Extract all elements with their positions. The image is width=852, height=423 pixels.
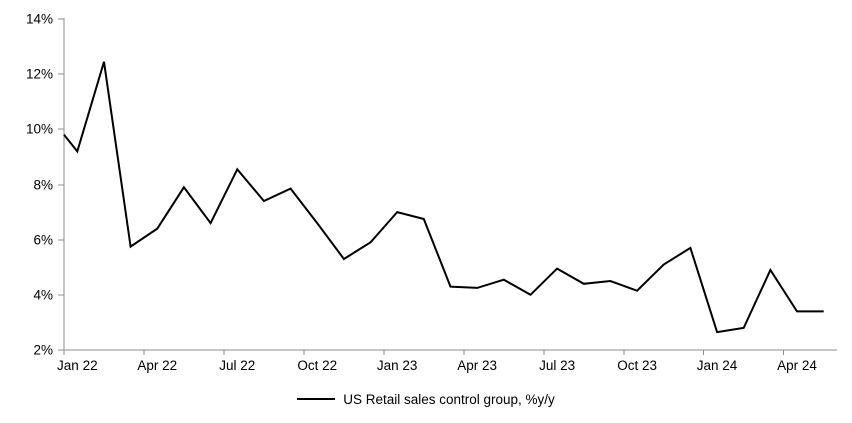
y-tick-label: 6% [33,233,53,248]
x-tick-label: Oct 22 [297,358,337,373]
y-tick-label: 14% [26,12,53,27]
chart-legend: US Retail sales control group, %y/y [0,389,852,409]
y-tick-label: 4% [33,288,53,303]
legend-label: US Retail sales control group, %y/y [343,391,555,407]
legend-line-sample [297,398,336,400]
y-tick-label: 12% [26,67,53,82]
x-tick-label: Apr 24 [777,358,817,373]
y-tick-label: 2% [33,343,53,358]
x-tick-label: Jan 23 [377,358,418,373]
series-line-retail-sales [63,61,824,334]
x-tick-label: Jul 22 [219,358,255,373]
y-tick-label: 10% [26,122,53,137]
chart-canvas: 2% 4% 6% 8% 10% 12% 14% Jan 22 Apr 22 Jul 22 Oct 2… [26,12,837,373]
x-tick-label: Jan 22 [57,358,98,373]
x-tick-label: Jul 23 [539,358,575,373]
x-tick-label: Oct 23 [617,358,657,373]
y-tick-label: 8% [33,178,53,193]
x-tick-label: Apr 22 [137,358,177,373]
x-tick-label: Jan 24 [697,358,738,373]
x-tick-label: Apr 23 [457,358,497,373]
